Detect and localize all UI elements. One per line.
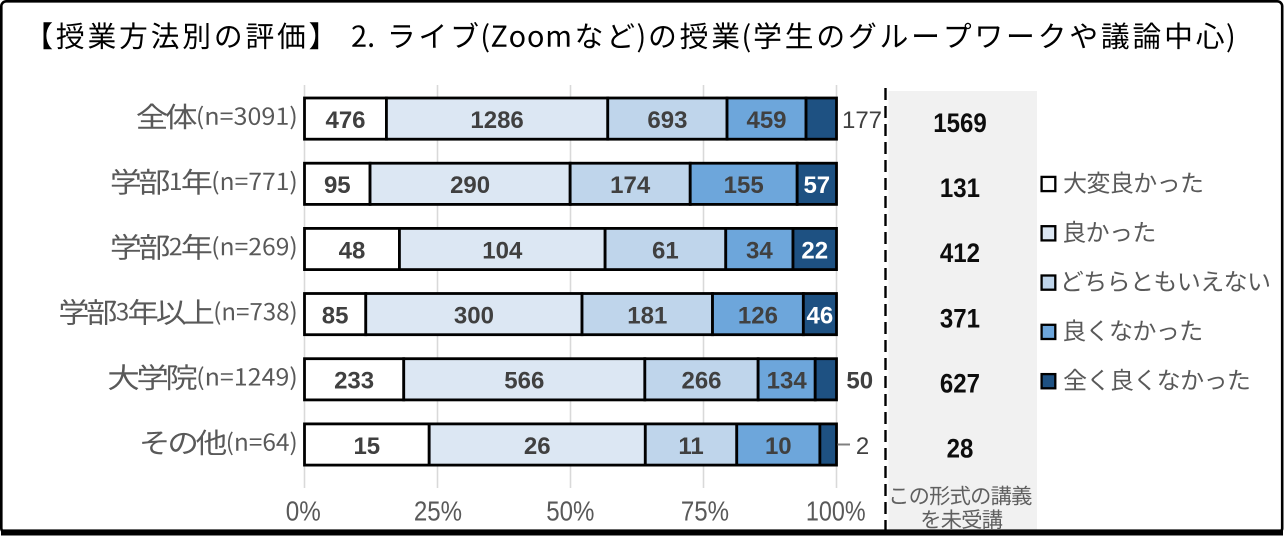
svg-text:48: 48 xyxy=(339,237,366,264)
svg-text:50: 50 xyxy=(846,368,873,395)
svg-text:290: 290 xyxy=(450,172,490,199)
svg-text:412: 412 xyxy=(940,238,980,268)
svg-text:50%: 50% xyxy=(546,496,594,527)
svg-text:693: 693 xyxy=(647,107,687,134)
svg-text:131: 131 xyxy=(940,173,980,203)
svg-text:26: 26 xyxy=(524,433,551,460)
svg-text:1569: 1569 xyxy=(933,108,987,138)
svg-text:300: 300 xyxy=(454,302,494,329)
svg-text:10: 10 xyxy=(765,433,792,460)
svg-text:15: 15 xyxy=(353,433,380,460)
svg-text:95: 95 xyxy=(324,172,351,199)
svg-text:25%: 25% xyxy=(414,496,462,527)
svg-text:11: 11 xyxy=(678,433,703,460)
svg-text:126: 126 xyxy=(738,302,778,329)
svg-text:134: 134 xyxy=(767,368,808,395)
svg-text:46: 46 xyxy=(807,302,834,329)
svg-text:459: 459 xyxy=(746,107,786,134)
svg-text:476: 476 xyxy=(325,107,365,134)
svg-text:57: 57 xyxy=(803,172,830,199)
svg-text:177: 177 xyxy=(842,107,882,134)
svg-text:266: 266 xyxy=(681,368,721,395)
svg-text:100%: 100% xyxy=(806,496,866,527)
svg-text:104: 104 xyxy=(482,237,523,264)
svg-text:155: 155 xyxy=(724,172,764,199)
svg-text:61: 61 xyxy=(652,237,679,264)
svg-text:627: 627 xyxy=(940,369,980,399)
svg-text:75%: 75% xyxy=(681,496,729,527)
svg-text:34: 34 xyxy=(746,237,773,264)
svg-text:85: 85 xyxy=(322,302,349,329)
svg-text:1286: 1286 xyxy=(470,107,523,134)
svg-text:2: 2 xyxy=(856,433,869,460)
svg-text:233: 233 xyxy=(334,368,374,395)
svg-text:0%: 0% xyxy=(286,496,321,527)
svg-text:566: 566 xyxy=(504,368,544,395)
svg-text:181: 181 xyxy=(627,302,667,329)
svg-text:22: 22 xyxy=(801,237,828,264)
svg-text:174: 174 xyxy=(610,172,651,199)
svg-text:371: 371 xyxy=(940,303,980,333)
svg-text:28: 28 xyxy=(947,434,974,464)
